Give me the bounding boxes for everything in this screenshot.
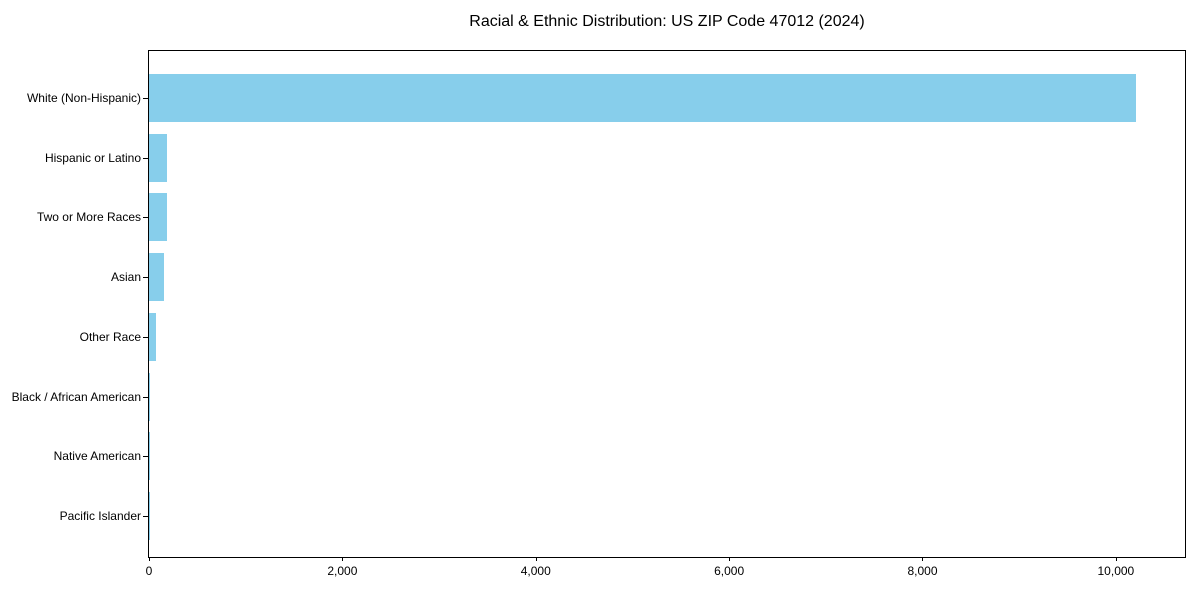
- x-tick-mark: [342, 557, 344, 561]
- x-tick-label: 4,000: [520, 564, 551, 578]
- x-tick-mark: [535, 557, 537, 561]
- x-tick-label: 0: [145, 564, 153, 578]
- x-tick-mark: [729, 557, 731, 561]
- y-axis-label: White (Non-Hispanic): [26, 90, 141, 105]
- plot-area: [148, 50, 1186, 558]
- bar: [149, 133, 167, 182]
- bar: [149, 193, 168, 242]
- bar: [149, 73, 1137, 122]
- chart-title: Racial & Ethnic Distribution: US ZIP Cod…: [469, 13, 865, 30]
- y-axis-label: Two or More Races: [36, 210, 141, 225]
- y-axis-label: Other Race: [79, 329, 141, 344]
- y-tick-mark: [143, 217, 148, 219]
- y-axis-label: Hispanic or Latino: [44, 150, 141, 165]
- y-tick-mark: [143, 97, 148, 99]
- y-tick-mark: [143, 396, 148, 398]
- bar: [149, 253, 164, 302]
- y-tick-mark: [143, 277, 148, 279]
- bar: [149, 312, 156, 361]
- x-tick-mark: [149, 557, 150, 561]
- x-tick-label: 8,000: [907, 564, 938, 578]
- y-axis-label: Native American: [53, 449, 141, 464]
- y-tick-mark: [143, 456, 148, 458]
- bar: [149, 372, 150, 421]
- bar: [149, 432, 150, 481]
- y-axis-label: Pacific Islander: [59, 509, 141, 524]
- y-tick-mark: [143, 157, 148, 159]
- x-tick-label: 2,000: [327, 564, 358, 578]
- x-tick-label: 10,000: [1097, 564, 1135, 578]
- y-tick-mark: [143, 336, 148, 338]
- y-tick-mark: [143, 516, 148, 518]
- x-tick-label: 6,000: [714, 564, 745, 578]
- x-tick-mark: [922, 557, 924, 561]
- y-axis-label: Asian: [110, 270, 141, 285]
- y-axis-label: Black / African American: [11, 389, 141, 404]
- x-tick-mark: [1115, 557, 1117, 561]
